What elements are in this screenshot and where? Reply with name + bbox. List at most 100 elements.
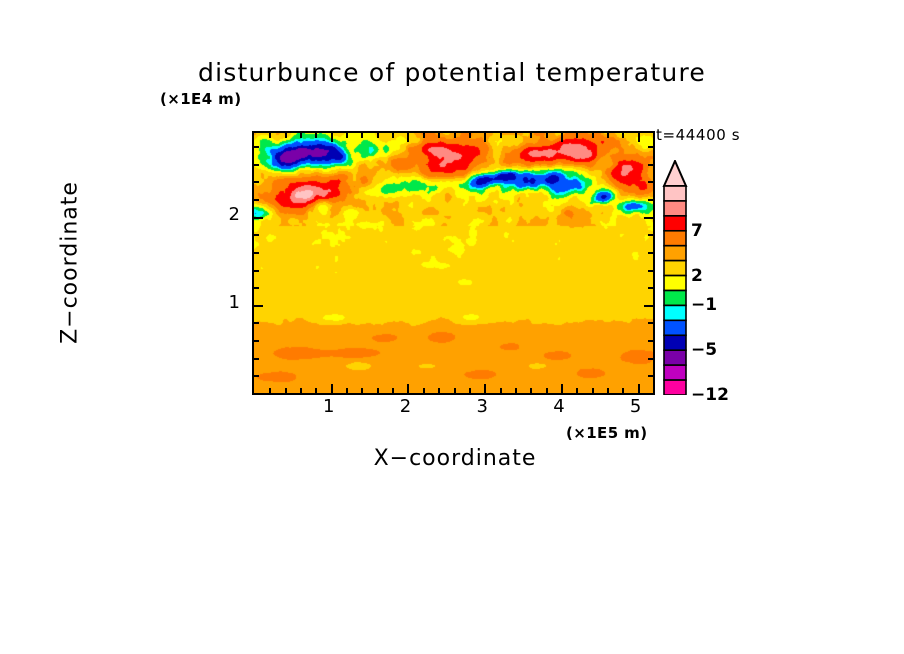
y-tick-minor — [254, 199, 259, 202]
x-tick-top-minor — [346, 133, 349, 138]
x-tick-top-minor — [376, 133, 379, 138]
y-tick-minor — [254, 251, 259, 254]
colorbar-swatches — [662, 160, 688, 395]
colorbar-band — [663, 215, 687, 232]
x-axis-title: X−coordinate — [373, 446, 537, 471]
x-tick-top-minor — [514, 133, 517, 138]
y-tick-right-major — [644, 216, 653, 219]
colorbar-band — [663, 334, 687, 352]
y-tick-right-minor — [648, 322, 653, 325]
x-tick-top-minor — [438, 133, 441, 138]
x-tick-minor — [315, 388, 318, 393]
y-tick-right-minor — [648, 163, 653, 166]
x-tick-minor — [284, 388, 287, 393]
x-tick-minor — [468, 388, 471, 393]
y-tick-right-minor — [648, 375, 653, 378]
colorbar-band — [663, 229, 687, 247]
y-axis-unit-label: (×1E4 m) — [160, 90, 242, 108]
colorbar-band — [663, 379, 687, 395]
colorbar-band — [663, 244, 687, 262]
colorbar — [661, 160, 689, 395]
x-tick-minor — [392, 388, 395, 393]
y-tick-right-minor — [648, 181, 653, 184]
x-tick-minor — [530, 388, 533, 393]
x-tick-major — [330, 384, 333, 393]
colorbar-band — [663, 289, 687, 307]
colorbar-band — [663, 364, 687, 381]
colorbar-tick-label: −1 — [691, 295, 718, 316]
x-tick-major — [407, 384, 410, 393]
y-tick-right-minor — [648, 234, 653, 237]
y-tick-right-minor — [648, 146, 653, 149]
x-tick-top-minor — [576, 133, 579, 138]
x-tick-minor — [361, 388, 364, 393]
colorbar-band — [663, 200, 687, 217]
colorbar-tick-label: 2 — [691, 265, 703, 286]
x-tick-minor — [622, 388, 625, 393]
x-tick-minor — [591, 388, 594, 393]
x-tick-minor — [453, 388, 456, 393]
y-tick-minor — [254, 234, 259, 237]
y-tick-label: 1 — [228, 291, 240, 313]
x-tick-top-minor — [392, 133, 395, 138]
y-tick-right-minor — [648, 287, 653, 290]
y-tick-minor — [254, 375, 259, 378]
y-tick-major — [254, 216, 263, 219]
x-tick-top-minor — [361, 133, 364, 138]
colorbar-band — [663, 319, 687, 337]
x-tick-minor — [545, 388, 548, 393]
y-tick-right-minor — [648, 357, 653, 360]
x-tick-top-minor — [453, 133, 456, 138]
x-tick-top-minor — [530, 133, 533, 138]
y-tick-right-major — [644, 304, 653, 307]
y-tick-minor — [254, 181, 259, 184]
y-tick-minor — [254, 287, 259, 290]
y-axis-title: Z−coordinate — [57, 181, 83, 344]
x-tick-label: 3 — [476, 396, 488, 417]
y-tick-right-minor — [648, 251, 653, 254]
y-tick-minor — [254, 340, 259, 343]
y-tick-major — [254, 304, 263, 307]
colorbar-tip — [662, 160, 688, 187]
x-tick-minor — [514, 388, 517, 393]
x-tick-top-major — [407, 133, 410, 142]
x-tick-minor — [376, 388, 379, 393]
colorbar-band — [663, 259, 687, 277]
x-tick-top-major — [330, 133, 333, 142]
y-tick-label: 2 — [228, 203, 240, 225]
colorbar-band — [663, 304, 687, 322]
x-tick-major — [484, 384, 487, 393]
x-tick-label: 4 — [553, 396, 565, 417]
x-tick-label: 5 — [629, 396, 642, 417]
x-tick-top-minor — [468, 133, 471, 138]
colorbar-band — [663, 185, 687, 202]
x-tick-minor — [346, 388, 349, 393]
x-tick-top-major — [560, 133, 563, 142]
x-tick-minor — [438, 388, 441, 393]
x-tick-minor — [653, 388, 655, 393]
temperature-field-canvas — [254, 133, 653, 393]
colorbar-tick-label: 7 — [691, 220, 703, 241]
x-tick-major — [637, 384, 640, 393]
contour-plot-area — [252, 131, 655, 395]
x-tick-major — [560, 384, 563, 393]
y-tick-right-minor — [648, 340, 653, 343]
time-annotation: t=44400 s — [656, 126, 741, 144]
x-tick-label: 2 — [399, 396, 412, 417]
colorbar-tick-label: −5 — [691, 340, 718, 361]
x-tick-top-major — [484, 133, 487, 142]
chart-title: disturbunce of potential temperature — [198, 58, 706, 87]
x-tick-top-minor — [545, 133, 548, 138]
y-tick-minor — [254, 146, 259, 149]
x-tick-top-major — [637, 133, 640, 142]
x-tick-top-minor — [591, 133, 594, 138]
x-tick-top-minor — [653, 133, 655, 138]
x-tick-minor — [300, 388, 303, 393]
x-tick-top-minor — [284, 133, 287, 138]
x-tick-top-minor — [315, 133, 318, 138]
y-tick-right-minor — [648, 199, 653, 202]
x-tick-top-minor — [499, 133, 502, 138]
colorbar-tick-label: −12 — [691, 385, 729, 405]
x-tick-top-minor — [269, 133, 272, 138]
y-tick-minor — [254, 163, 259, 166]
